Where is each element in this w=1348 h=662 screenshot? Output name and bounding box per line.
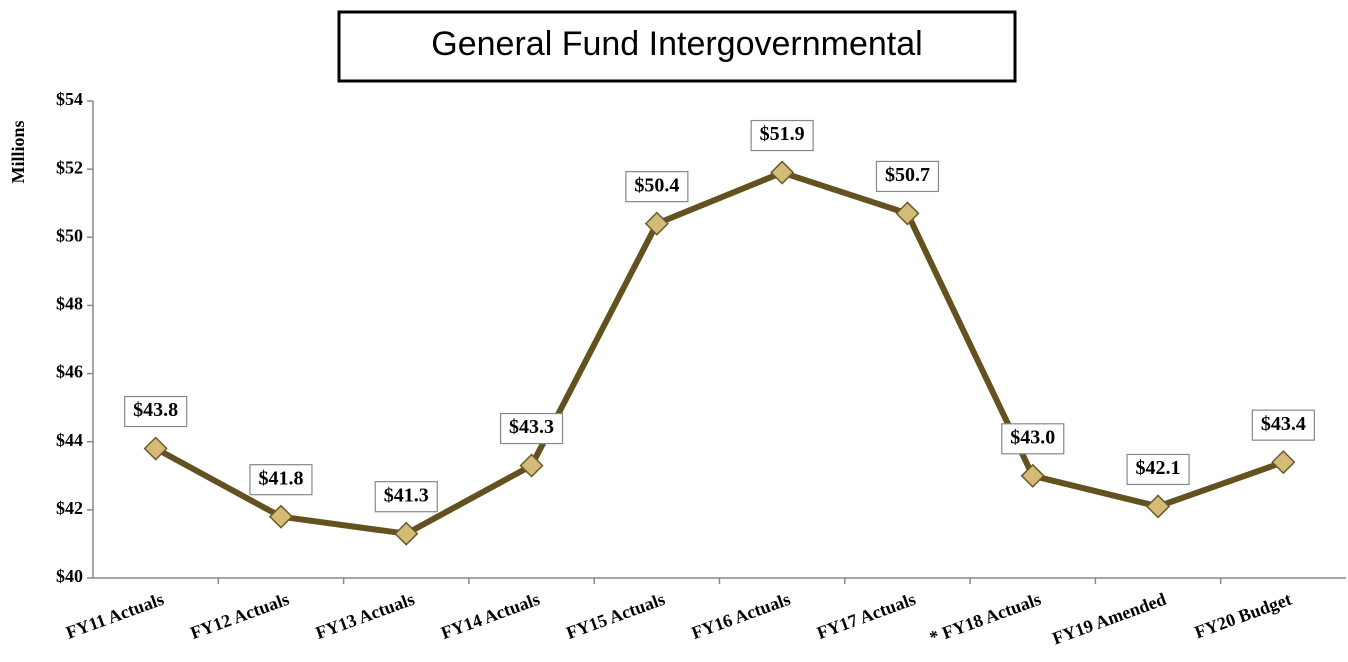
- data-label-text: $43.0: [1010, 426, 1055, 448]
- marker: [644, 211, 669, 236]
- data-label: $43.3: [499, 412, 564, 445]
- y-tick-label: $42: [56, 498, 83, 518]
- data-label-text: $41.8: [258, 467, 303, 489]
- data-label-text: $42.1: [1136, 457, 1181, 479]
- x-tick-label: FY16 Actuals: [689, 589, 793, 643]
- marker: [519, 453, 544, 478]
- data-label-box: [124, 395, 188, 428]
- data-label: $41.8: [249, 464, 313, 496]
- data-label-box: [750, 119, 814, 152]
- x-tick-label: FY20 Budget: [1192, 589, 1294, 643]
- data-label-text: $43.4: [1261, 413, 1306, 435]
- data-label: $51.9: [750, 119, 814, 152]
- y-tick-label: $52: [56, 157, 83, 177]
- marker: [394, 521, 419, 546]
- marker: [1271, 450, 1296, 475]
- data-label: $41.3: [374, 481, 438, 513]
- y-tick-label: $40: [56, 566, 83, 586]
- x-tick-label: FY19 Amended: [1050, 589, 1169, 649]
- x-tick-label: FY15 Actuals: [564, 589, 668, 643]
- chart-title: General Fund Intergovernmental: [431, 25, 922, 63]
- data-label-text: $41.3: [384, 484, 429, 506]
- y-tick-label: $44: [56, 430, 83, 450]
- y-axis-label: Millions: [8, 120, 28, 183]
- marker: [143, 436, 168, 461]
- data-label: $43.0: [1001, 423, 1065, 455]
- data-label-box: [499, 412, 564, 445]
- data-label-text: $50.4: [634, 174, 679, 196]
- title-box: [337, 10, 1017, 83]
- x-tick-label: FY12 Actuals: [188, 589, 292, 643]
- data-label: $43.4: [1251, 409, 1315, 441]
- x-tick-label: FY11 Actuals: [63, 589, 166, 643]
- data-label-text: $43.8: [133, 399, 178, 421]
- data-label: $50.7: [875, 160, 940, 193]
- x-tick-label: FY13 Actuals: [313, 589, 417, 643]
- y-tick-label: $48: [56, 294, 83, 314]
- marker: [770, 160, 795, 185]
- data-label-box: [625, 171, 689, 203]
- x-tick-label: FY17 Actuals: [814, 589, 918, 643]
- data-label-text: $43.3: [509, 416, 554, 438]
- x-tick-label: FY14 Actuals: [438, 589, 542, 643]
- line: [154, 169, 1285, 537]
- data-label-box: [374, 481, 438, 513]
- data-label-text: $51.9: [760, 123, 805, 145]
- marker: [895, 201, 920, 226]
- data-label: $42.1: [1126, 453, 1190, 486]
- data-label-box: [1001, 423, 1065, 455]
- marker: [1020, 463, 1045, 488]
- y-tick-label: $50: [56, 225, 83, 245]
- data-label-box: [249, 464, 313, 496]
- y-tick-label: $46: [56, 362, 83, 382]
- marker: [268, 504, 294, 529]
- data-label-box: [1251, 409, 1315, 441]
- data-label-text: $50.7: [885, 164, 930, 186]
- y-tick-label: $54: [56, 89, 83, 109]
- marker: [1145, 494, 1171, 519]
- x-tick-label: * FY18 Actuals: [927, 589, 1044, 648]
- data-label-box: [1126, 453, 1190, 486]
- data-label-box: [875, 160, 940, 193]
- data-label: $50.4: [625, 171, 689, 203]
- data-label: $43.8: [124, 395, 188, 428]
